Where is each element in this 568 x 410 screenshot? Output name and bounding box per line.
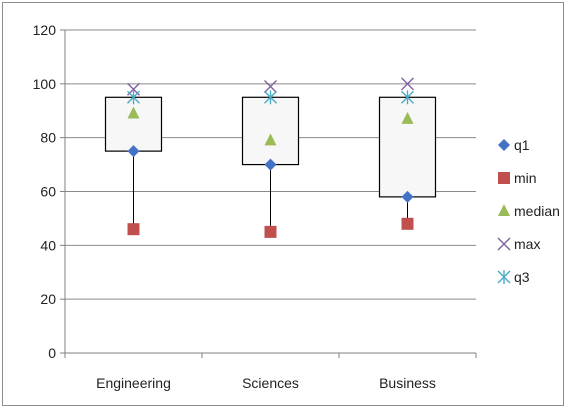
data-point-median <box>264 133 277 146</box>
legend-marker-median <box>498 204 510 216</box>
data-point-q3 <box>127 90 140 105</box>
data-point-max-stroke <box>264 80 277 94</box>
data-point-max <box>264 80 277 94</box>
y-tick-label: 60 <box>40 184 56 200</box>
data-point-median <box>127 106 140 119</box>
data-point-q1 <box>127 145 140 158</box>
data-point-q1 <box>401 190 414 203</box>
legend-label-median: median <box>514 203 560 219</box>
y-tick-label: 20 <box>40 291 56 307</box>
x-category-label: Sciences <box>242 375 299 391</box>
data-point-q1 <box>264 158 277 171</box>
data-point-min <box>127 223 140 236</box>
axes <box>60 29 477 358</box>
y-tick-label: 0 <box>48 345 56 361</box>
x-category-labels: Engineering Sciences Business <box>96 375 436 391</box>
legend-marker-q1 <box>498 139 510 151</box>
chart-frame <box>2 2 564 406</box>
data-point-q3 <box>264 90 277 105</box>
legend-marker-max-stroke <box>497 237 511 251</box>
legend-marker-q3 <box>497 270 511 284</box>
data-point-max-stroke <box>401 77 414 91</box>
data-point-min <box>401 217 414 230</box>
data-point-median <box>401 111 414 124</box>
legend-label-q1: q1 <box>514 137 530 153</box>
data-point-q3 <box>401 90 414 105</box>
legend: q1 min median max q3 <box>497 137 560 285</box>
box-q1-q3 <box>104 96 163 152</box>
legend-label-q3: q3 <box>514 269 530 285</box>
legend-marker-min <box>498 172 510 184</box>
data-point-min <box>264 225 277 238</box>
box-q1-q3 <box>241 96 300 166</box>
data-point-max <box>401 77 414 91</box>
y-tick-labels: 0 20 40 60 80 100 120 <box>33 22 57 361</box>
legend-label-min: min <box>514 170 537 186</box>
y-tick-label: 120 <box>33 22 57 38</box>
data-markers <box>127 77 414 238</box>
y-tick-label: 100 <box>33 76 57 92</box>
y-tick-label: 40 <box>40 237 56 253</box>
legend-marker-max <box>497 237 511 251</box>
legend-label-max: max <box>514 236 540 252</box>
x-category-label: Engineering <box>96 375 171 391</box>
y-tick-label: 80 <box>40 130 56 146</box>
x-category-label: Business <box>379 375 436 391</box>
